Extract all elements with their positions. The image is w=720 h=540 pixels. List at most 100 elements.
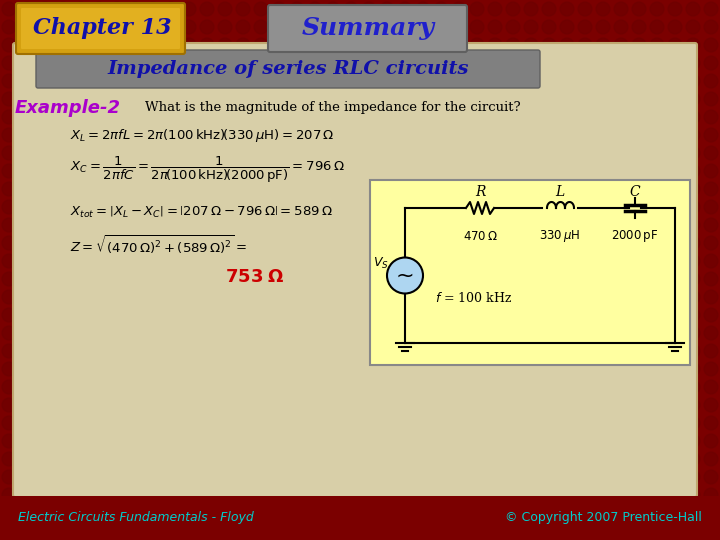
Circle shape bbox=[74, 380, 88, 394]
Circle shape bbox=[596, 344, 610, 358]
Circle shape bbox=[164, 398, 178, 412]
Circle shape bbox=[146, 362, 160, 376]
Circle shape bbox=[344, 146, 358, 160]
Circle shape bbox=[596, 308, 610, 322]
Circle shape bbox=[20, 92, 34, 106]
Circle shape bbox=[434, 236, 448, 250]
Circle shape bbox=[470, 308, 484, 322]
Circle shape bbox=[200, 74, 214, 88]
Circle shape bbox=[668, 254, 682, 268]
Text: $\mathbf{753\;\Omega}$: $\mathbf{753\;\Omega}$ bbox=[225, 268, 284, 286]
Circle shape bbox=[380, 92, 394, 106]
Text: © Copyright 2007 Prentice-Hall: © Copyright 2007 Prentice-Hall bbox=[505, 511, 702, 524]
Circle shape bbox=[92, 434, 106, 448]
Circle shape bbox=[2, 506, 16, 520]
Circle shape bbox=[146, 470, 160, 484]
Circle shape bbox=[38, 308, 52, 322]
Circle shape bbox=[560, 344, 574, 358]
Circle shape bbox=[236, 20, 250, 34]
Circle shape bbox=[398, 74, 412, 88]
Circle shape bbox=[344, 434, 358, 448]
Circle shape bbox=[596, 272, 610, 286]
Circle shape bbox=[362, 110, 376, 124]
Circle shape bbox=[146, 308, 160, 322]
Circle shape bbox=[542, 2, 556, 16]
Circle shape bbox=[434, 254, 448, 268]
Circle shape bbox=[308, 164, 322, 178]
Circle shape bbox=[704, 236, 718, 250]
Circle shape bbox=[416, 488, 430, 502]
Circle shape bbox=[470, 488, 484, 502]
Circle shape bbox=[38, 434, 52, 448]
Circle shape bbox=[308, 92, 322, 106]
Circle shape bbox=[182, 146, 196, 160]
Circle shape bbox=[272, 308, 286, 322]
Circle shape bbox=[560, 164, 574, 178]
Circle shape bbox=[452, 452, 466, 466]
Circle shape bbox=[20, 38, 34, 52]
Circle shape bbox=[452, 506, 466, 520]
Circle shape bbox=[128, 524, 142, 538]
Circle shape bbox=[344, 56, 358, 70]
Circle shape bbox=[560, 182, 574, 196]
Circle shape bbox=[524, 272, 538, 286]
Circle shape bbox=[146, 272, 160, 286]
Circle shape bbox=[182, 398, 196, 412]
Circle shape bbox=[578, 254, 592, 268]
Circle shape bbox=[20, 344, 34, 358]
Circle shape bbox=[506, 38, 520, 52]
Circle shape bbox=[542, 506, 556, 520]
Text: R: R bbox=[474, 185, 485, 199]
Circle shape bbox=[362, 200, 376, 214]
Circle shape bbox=[20, 434, 34, 448]
Circle shape bbox=[326, 326, 340, 340]
Circle shape bbox=[146, 416, 160, 430]
Circle shape bbox=[380, 218, 394, 232]
Circle shape bbox=[380, 308, 394, 322]
Circle shape bbox=[362, 182, 376, 196]
Circle shape bbox=[524, 254, 538, 268]
Circle shape bbox=[344, 164, 358, 178]
Circle shape bbox=[668, 182, 682, 196]
Circle shape bbox=[578, 20, 592, 34]
Circle shape bbox=[218, 110, 232, 124]
Circle shape bbox=[272, 236, 286, 250]
Circle shape bbox=[272, 254, 286, 268]
Circle shape bbox=[200, 20, 214, 34]
Circle shape bbox=[74, 38, 88, 52]
Circle shape bbox=[308, 434, 322, 448]
Circle shape bbox=[614, 380, 628, 394]
Circle shape bbox=[182, 236, 196, 250]
Circle shape bbox=[344, 398, 358, 412]
Circle shape bbox=[182, 128, 196, 142]
Circle shape bbox=[596, 146, 610, 160]
Circle shape bbox=[272, 290, 286, 304]
Circle shape bbox=[110, 308, 124, 322]
Circle shape bbox=[326, 272, 340, 286]
Circle shape bbox=[164, 146, 178, 160]
Circle shape bbox=[686, 92, 700, 106]
Circle shape bbox=[362, 128, 376, 142]
Circle shape bbox=[704, 200, 718, 214]
Circle shape bbox=[380, 380, 394, 394]
Circle shape bbox=[506, 200, 520, 214]
Circle shape bbox=[704, 92, 718, 106]
FancyBboxPatch shape bbox=[13, 43, 697, 497]
Circle shape bbox=[56, 20, 70, 34]
Text: $330\,\mu\mathrm{H}$: $330\,\mu\mathrm{H}$ bbox=[539, 228, 581, 244]
Circle shape bbox=[434, 326, 448, 340]
Circle shape bbox=[362, 524, 376, 538]
Circle shape bbox=[74, 164, 88, 178]
Circle shape bbox=[128, 434, 142, 448]
Circle shape bbox=[20, 218, 34, 232]
Circle shape bbox=[38, 92, 52, 106]
Circle shape bbox=[182, 56, 196, 70]
Circle shape bbox=[596, 380, 610, 394]
Circle shape bbox=[452, 290, 466, 304]
Circle shape bbox=[560, 326, 574, 340]
Circle shape bbox=[308, 2, 322, 16]
Circle shape bbox=[146, 344, 160, 358]
Circle shape bbox=[452, 20, 466, 34]
Circle shape bbox=[362, 362, 376, 376]
Circle shape bbox=[596, 416, 610, 430]
